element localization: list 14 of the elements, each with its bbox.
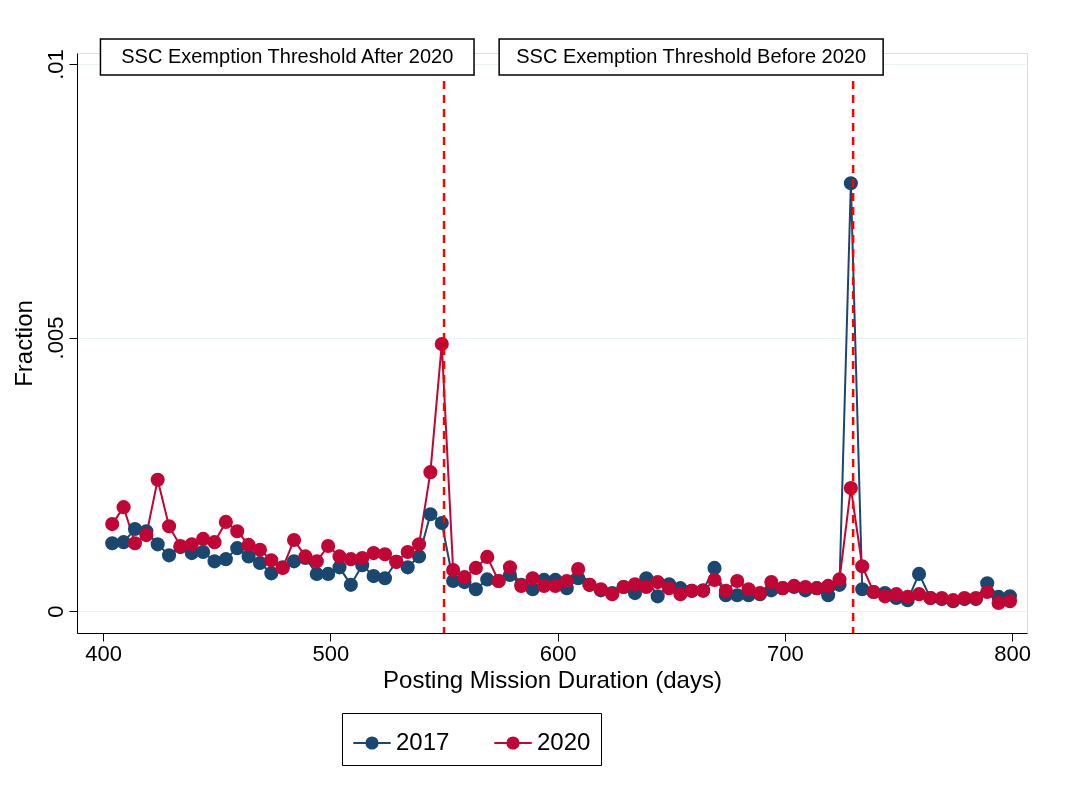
legend-label: 2017 — [396, 728, 450, 755]
x-tick-label: 400 — [85, 640, 122, 666]
y-tick-label: .01 — [42, 49, 68, 80]
ref-line-label: SSC Exemption Threshold After 2020 — [121, 45, 454, 67]
y-tick-label: 0 — [42, 605, 68, 618]
x-tick-label: 700 — [767, 640, 804, 666]
legend-label: 2020 — [537, 728, 591, 755]
x-axis-title: Posting Mission Duration (days) — [383, 665, 722, 693]
x-tick-label: 600 — [539, 640, 577, 666]
ref-line-label: SSC Exemption Threshold Before 2020 — [516, 45, 867, 67]
x-tick-label: 800 — [994, 640, 1032, 666]
y-axis-title: Fraction — [9, 300, 37, 387]
y-tick-label: .005 — [42, 316, 68, 360]
x-tick-label: 500 — [312, 640, 350, 666]
